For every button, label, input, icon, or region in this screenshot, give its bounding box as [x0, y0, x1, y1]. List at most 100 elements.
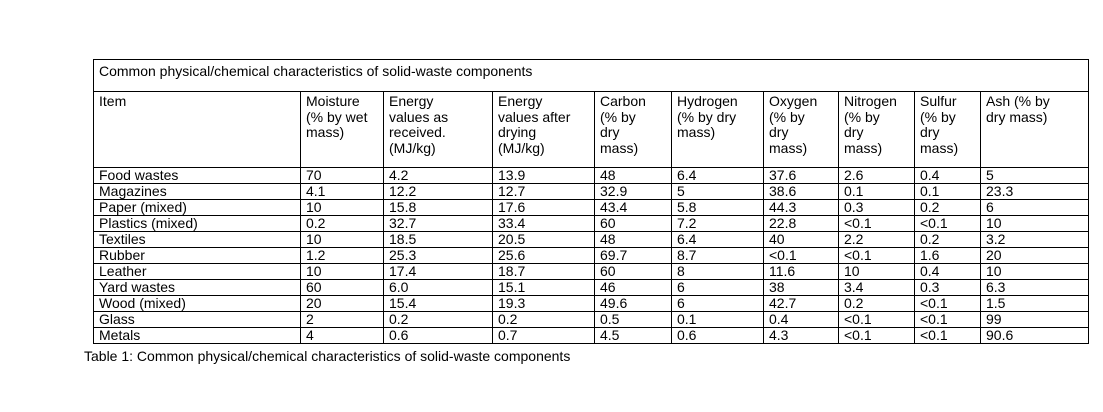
value-cell: 90.6 — [979, 327, 1090, 344]
value-cell: 13.9 — [492, 167, 595, 184]
table-title: Common physical/chemical characteristics… — [92, 59, 1090, 92]
document-page: Common physical/chemical characteristics… — [84, 59, 1093, 364]
value-cell: 3.2 — [979, 231, 1090, 248]
value-cell: 2 — [300, 311, 384, 328]
value-cell: 2.2 — [838, 231, 915, 248]
value-cell: 0.1 — [838, 183, 915, 200]
value-cell: 6 — [979, 199, 1090, 216]
value-cell: 2.6 — [838, 167, 915, 184]
table-row: Textiles 10 18.5 20.5 48 6.4 40 2.2 0.2 3.2 — [93, 231, 1090, 248]
value-cell: 38.6 — [763, 183, 839, 200]
value-cell: <0.1 — [914, 295, 981, 312]
column-header: Carbon (% by dry mass) — [594, 91, 672, 168]
value-cell: 0.2 — [914, 231, 981, 248]
value-cell: 4.2 — [383, 167, 493, 184]
value-cell: 6.0 — [383, 279, 493, 296]
value-cell: 0.2 — [914, 199, 981, 216]
value-cell: <0.1 — [838, 247, 915, 264]
value-cell: 46 — [594, 279, 672, 296]
value-cell: 0.4 — [763, 311, 839, 328]
table-row: Plastics (mixed) 0.2 32.7 33.4 60 7.2 22.8 <0.1… — [93, 215, 1090, 232]
table-row: Wood (mixed) 20 15.4 19.3 49.6 6 42.7 0.2 <0.1 1.… — [93, 295, 1090, 312]
value-cell: 11.6 — [763, 263, 839, 280]
value-cell: 10 — [300, 199, 384, 216]
value-cell: 33.4 — [492, 215, 595, 232]
value-cell: 0.7 — [492, 327, 595, 344]
value-cell: 15.8 — [383, 199, 493, 216]
value-cell: 17.4 — [383, 263, 493, 280]
value-cell: 38 — [763, 279, 839, 296]
column-header: Nitrogen (% by dry mass) — [838, 91, 915, 168]
column-header: Oxygen (% by dry mass) — [763, 91, 839, 168]
value-cell: 8 — [671, 263, 764, 280]
item-cell: Textiles — [93, 231, 301, 248]
value-cell: 10 — [979, 263, 1090, 280]
item-cell: Paper (mixed) — [93, 199, 301, 216]
item-cell: Magazines — [93, 183, 301, 200]
value-cell: 19.3 — [492, 295, 595, 312]
value-cell: 25.6 — [492, 247, 595, 264]
value-cell: 60 — [594, 215, 672, 232]
table-row: Paper (mixed) 10 15.8 17.6 43.4 5.8 44.3 0.3 0.2… — [93, 199, 1090, 216]
value-cell: 0.2 — [492, 311, 595, 328]
value-cell: 0.6 — [671, 327, 764, 344]
table-row: Magazines 4.1 12.2 12.7 32.9 5 38.6 0.1 0.1 23.3 — [93, 183, 1090, 200]
table-row: Leather 10 17.4 18.7 60 8 11.6 10 0.4 10 — [93, 263, 1090, 280]
value-cell: 5.8 — [671, 199, 764, 216]
value-cell: <0.1 — [914, 327, 981, 344]
value-cell: 6 — [671, 295, 764, 312]
value-cell: 10 — [300, 231, 384, 248]
item-cell: Rubber — [93, 247, 301, 264]
value-cell: 1.5 — [979, 295, 1090, 312]
value-cell: 48 — [594, 167, 672, 184]
column-header: Ash (% by dry mass) — [979, 91, 1090, 168]
value-cell: 1.2 — [300, 247, 384, 264]
value-cell: 8.7 — [671, 247, 764, 264]
value-cell: 6.4 — [671, 167, 764, 184]
value-cell: 4.5 — [594, 327, 672, 344]
value-cell: 20.5 — [492, 231, 595, 248]
table-row: Food wastes 70 4.2 13.9 48 6.4 37.6 2.6 0.4 5 — [93, 167, 1090, 184]
value-cell: 43.4 — [594, 199, 672, 216]
value-cell: 20 — [300, 295, 384, 312]
item-cell: Wood (mixed) — [93, 295, 301, 312]
value-cell: 15.1 — [492, 279, 595, 296]
item-cell: Glass — [93, 311, 301, 328]
value-cell: 5 — [979, 167, 1090, 184]
value-cell: 23.3 — [979, 183, 1090, 200]
table-row: Glass 2 0.2 0.2 0.5 0.1 0.4 <0.1 <0.1 99 — [93, 311, 1090, 328]
value-cell: 0.6 — [383, 327, 493, 344]
table-header-row: Item Moisture (% by wet mass) Energy value… — [93, 91, 1090, 168]
value-cell: <0.1 — [763, 247, 839, 264]
value-cell: <0.1 — [838, 311, 915, 328]
value-cell: 60 — [300, 279, 384, 296]
table-row: Yard wastes 60 6.0 15.1 46 6 38 3.4 0.3 6.3 — [93, 279, 1090, 296]
value-cell: 10 — [979, 215, 1090, 232]
value-cell: 10 — [300, 263, 384, 280]
value-cell: <0.1 — [914, 311, 981, 328]
value-cell: 0.1 — [914, 183, 981, 200]
value-cell: 40 — [763, 231, 839, 248]
table-row: Rubber 1.2 25.3 25.6 69.7 8.7 <0.1 <0.1 1.6 20 — [93, 247, 1090, 264]
value-cell: 18.7 — [492, 263, 595, 280]
item-cell: Food wastes — [93, 167, 301, 184]
value-cell: 6.3 — [979, 279, 1090, 296]
value-cell: 49.6 — [594, 295, 672, 312]
value-cell: 17.6 — [492, 199, 595, 216]
item-cell: Plastics (mixed) — [93, 215, 301, 232]
value-cell: 5 — [671, 183, 764, 200]
solid-waste-characteristics-table: Common physical/chemical characteristics… — [92, 59, 1090, 344]
value-cell: 48 — [594, 231, 672, 248]
value-cell: 6.4 — [671, 231, 764, 248]
table-caption: Table 1: Common physical/chemical charac… — [84, 348, 571, 364]
column-header: Energy values as received. (MJ/kg) — [383, 91, 493, 168]
value-cell: 0.3 — [914, 279, 981, 296]
table-body: Food wastes 70 4.2 13.9 48 6.4 37.6 2.6 0.4 5 Maga… — [93, 167, 1090, 344]
value-cell: <0.1 — [838, 327, 915, 344]
value-cell: 69.7 — [594, 247, 672, 264]
value-cell: 22.8 — [763, 215, 839, 232]
value-cell: 44.3 — [763, 199, 839, 216]
value-cell: 0.1 — [671, 311, 764, 328]
value-cell: 0.3 — [838, 199, 915, 216]
value-cell: 0.2 — [838, 295, 915, 312]
